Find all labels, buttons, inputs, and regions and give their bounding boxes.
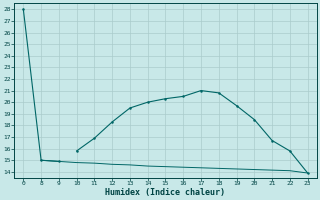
X-axis label: Humidex (Indice chaleur): Humidex (Indice chaleur) — [106, 188, 226, 197]
